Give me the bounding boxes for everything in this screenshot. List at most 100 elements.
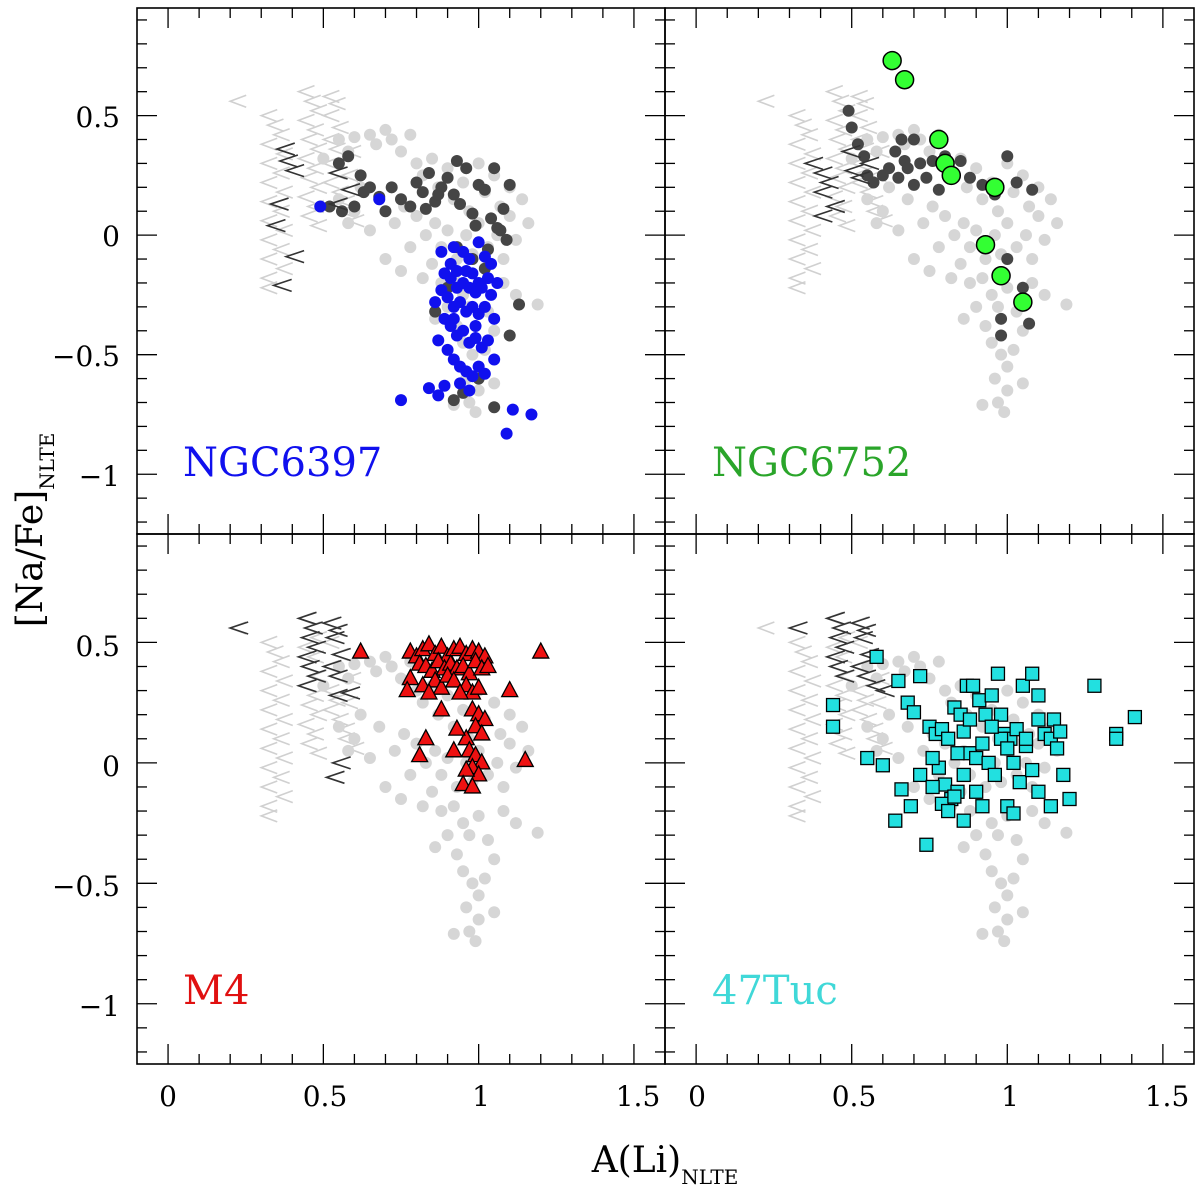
bg-point bbox=[404, 241, 417, 254]
bg-point bbox=[1007, 872, 1020, 885]
panel-ngc6752 bbox=[664, 7, 1195, 535]
bg-point bbox=[379, 780, 392, 793]
bg-point bbox=[363, 752, 376, 765]
bg-point bbox=[907, 650, 920, 663]
bg-limit-arrow bbox=[296, 717, 315, 732]
bg-point bbox=[472, 913, 485, 926]
cluster-point bbox=[447, 241, 460, 254]
cluster-point bbox=[314, 200, 327, 213]
bg-point bbox=[516, 720, 529, 733]
bg-point bbox=[488, 696, 501, 709]
dark-point bbox=[429, 305, 442, 318]
bg-limit-arrow bbox=[802, 674, 822, 688]
dark-point bbox=[450, 155, 463, 168]
bg-limit-arrow bbox=[799, 693, 819, 707]
bg-limit-arrow bbox=[787, 780, 806, 794]
bg-point bbox=[416, 800, 429, 813]
bg-limit-arrow bbox=[799, 127, 819, 142]
bg-point bbox=[342, 744, 355, 757]
dark-limit-arrow bbox=[833, 669, 855, 683]
y-tick-label-bottom-1: 0 bbox=[102, 750, 120, 783]
bg-point bbox=[472, 809, 485, 822]
bg-point bbox=[876, 205, 889, 218]
panel-47tuc bbox=[664, 533, 1195, 1065]
dark-limit-arrow bbox=[842, 163, 864, 178]
bg-point bbox=[388, 217, 401, 230]
bg-point bbox=[497, 780, 510, 793]
cluster-point bbox=[1127, 709, 1143, 725]
bg-point bbox=[1038, 761, 1051, 774]
bg-point bbox=[522, 217, 535, 230]
dark-point bbox=[907, 133, 920, 146]
bg-point bbox=[395, 145, 407, 158]
bg-point bbox=[979, 253, 992, 266]
dark-point bbox=[995, 312, 1008, 325]
bg-limit-arrow bbox=[833, 688, 853, 703]
cluster-point bbox=[984, 688, 999, 703]
bg-limit-arrow bbox=[793, 118, 812, 132]
bg-point bbox=[976, 927, 989, 940]
bg-point bbox=[488, 377, 501, 390]
bg-point bbox=[348, 732, 361, 745]
bg-limit-arrow bbox=[258, 809, 278, 823]
bg-point bbox=[416, 272, 429, 285]
dark-point bbox=[845, 121, 858, 134]
bg-point bbox=[907, 253, 920, 266]
panel-label-ngc6397: NGC6397 bbox=[183, 440, 382, 486]
dark-point bbox=[454, 198, 467, 211]
bg-point bbox=[923, 145, 936, 158]
bg-limit-arrow bbox=[787, 175, 806, 190]
bg-limit-arrow bbox=[799, 204, 819, 218]
bg-point bbox=[1038, 233, 1051, 246]
bg-limit-arrow bbox=[787, 280, 806, 295]
cluster-point bbox=[962, 712, 978, 727]
cluster-point bbox=[882, 50, 902, 71]
cluster-point bbox=[1031, 712, 1046, 727]
bg-point bbox=[429, 744, 442, 757]
bg-point bbox=[988, 372, 1001, 385]
bg-limit-arrow bbox=[864, 732, 884, 746]
cluster-point bbox=[478, 656, 498, 674]
dark-limit-arrow bbox=[818, 175, 839, 190]
bg-point bbox=[892, 224, 905, 237]
cluster-point bbox=[472, 752, 491, 770]
bg-limit-arrow bbox=[296, 151, 315, 166]
dark-point bbox=[332, 157, 345, 170]
bg-point bbox=[923, 793, 936, 805]
bg-point bbox=[429, 217, 442, 230]
bg-limit-arrow bbox=[787, 722, 806, 736]
bg-point bbox=[1026, 253, 1039, 266]
cluster-point bbox=[875, 758, 890, 773]
bg-limit-arrow bbox=[296, 640, 315, 654]
x-tick-label-right-1: 0.5 bbox=[832, 1080, 877, 1113]
cluster-point bbox=[457, 324, 470, 337]
cluster-point bbox=[825, 697, 841, 713]
cluster-point bbox=[972, 693, 987, 708]
dark-limit-arrow bbox=[824, 650, 846, 664]
bg-limit-arrow bbox=[787, 683, 806, 698]
cluster-point bbox=[463, 253, 476, 266]
bg-point bbox=[395, 793, 407, 805]
bg-point bbox=[348, 131, 361, 144]
dark-limit-arrow bbox=[283, 249, 305, 264]
bg-limit-arrow bbox=[265, 118, 284, 132]
dark-point bbox=[1023, 317, 1036, 330]
bg-point bbox=[472, 384, 485, 397]
dark-limit-arrow bbox=[327, 166, 348, 180]
dark-point bbox=[842, 104, 855, 117]
dark-point bbox=[469, 219, 482, 232]
dark-point bbox=[488, 401, 501, 414]
cluster-point bbox=[975, 234, 996, 255]
dark-point bbox=[867, 176, 880, 189]
dark-point bbox=[503, 178, 516, 191]
x-axis-title-sub: NLTE bbox=[681, 1165, 738, 1189]
bg-limit-arrow bbox=[330, 120, 349, 135]
y-axis-title-main: [Na/Fe] bbox=[10, 490, 51, 628]
dark-limit-arrow bbox=[330, 756, 351, 770]
cluster-point bbox=[472, 723, 491, 741]
cluster-point bbox=[1046, 712, 1062, 727]
dark-point bbox=[901, 162, 914, 175]
dark-point bbox=[895, 133, 908, 146]
cluster-point bbox=[441, 343, 454, 356]
bg-limit-arrow bbox=[787, 741, 806, 756]
